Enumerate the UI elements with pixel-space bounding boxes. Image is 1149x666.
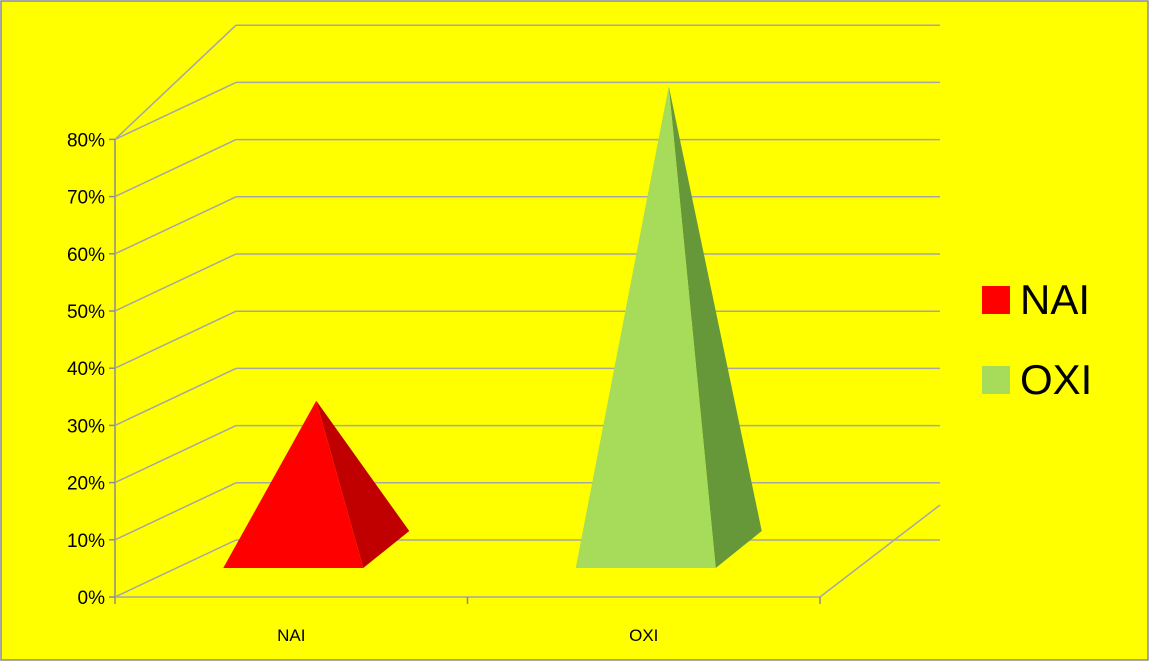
x-tick-label: NAI <box>277 626 305 645</box>
side-gridline <box>114 253 237 312</box>
y-axis-tick-labels: 0% 10% 20% 30% 40% 50% 60% 70% 80% <box>67 130 115 609</box>
y-tick-label: 80% <box>67 130 105 151</box>
x-axis-tick-labels: NAI OXI <box>114 597 821 645</box>
legend-label-oxi: OXI <box>1020 356 1092 403</box>
legend-swatch-nai <box>982 286 1010 314</box>
pyramid-side-nai <box>316 400 410 568</box>
y-tick-label: 60% <box>67 245 105 266</box>
side-gridline <box>114 482 237 541</box>
y-tick-label: 50% <box>67 302 105 323</box>
side-gridline <box>114 367 237 427</box>
legend-label-nai: NAI <box>1020 276 1090 323</box>
legend-swatch-oxi <box>982 366 1010 394</box>
side-gridline <box>114 138 237 198</box>
side-gridline <box>114 24 237 140</box>
y-tick-label: 70% <box>67 188 105 209</box>
side-gridline <box>114 539 237 598</box>
side-gridline <box>114 196 237 255</box>
side-gridline <box>114 81 237 141</box>
data-series <box>223 86 762 569</box>
pyramid-bar-nai <box>223 400 364 568</box>
pyramid-bar-oxi <box>575 86 716 569</box>
side-gridline <box>114 310 237 369</box>
x-tick-label: OXI <box>629 626 658 645</box>
y-tick-label: 40% <box>67 359 105 380</box>
y-tick-label: 0% <box>78 588 106 609</box>
legend: NAI OXI <box>982 276 1092 403</box>
y-tick-label: 20% <box>67 474 105 495</box>
y-tick-label: 30% <box>67 416 105 437</box>
pyramid-side-oxi <box>668 86 762 569</box>
side-gridline <box>114 424 237 484</box>
y-tick-label: 10% <box>67 531 105 552</box>
